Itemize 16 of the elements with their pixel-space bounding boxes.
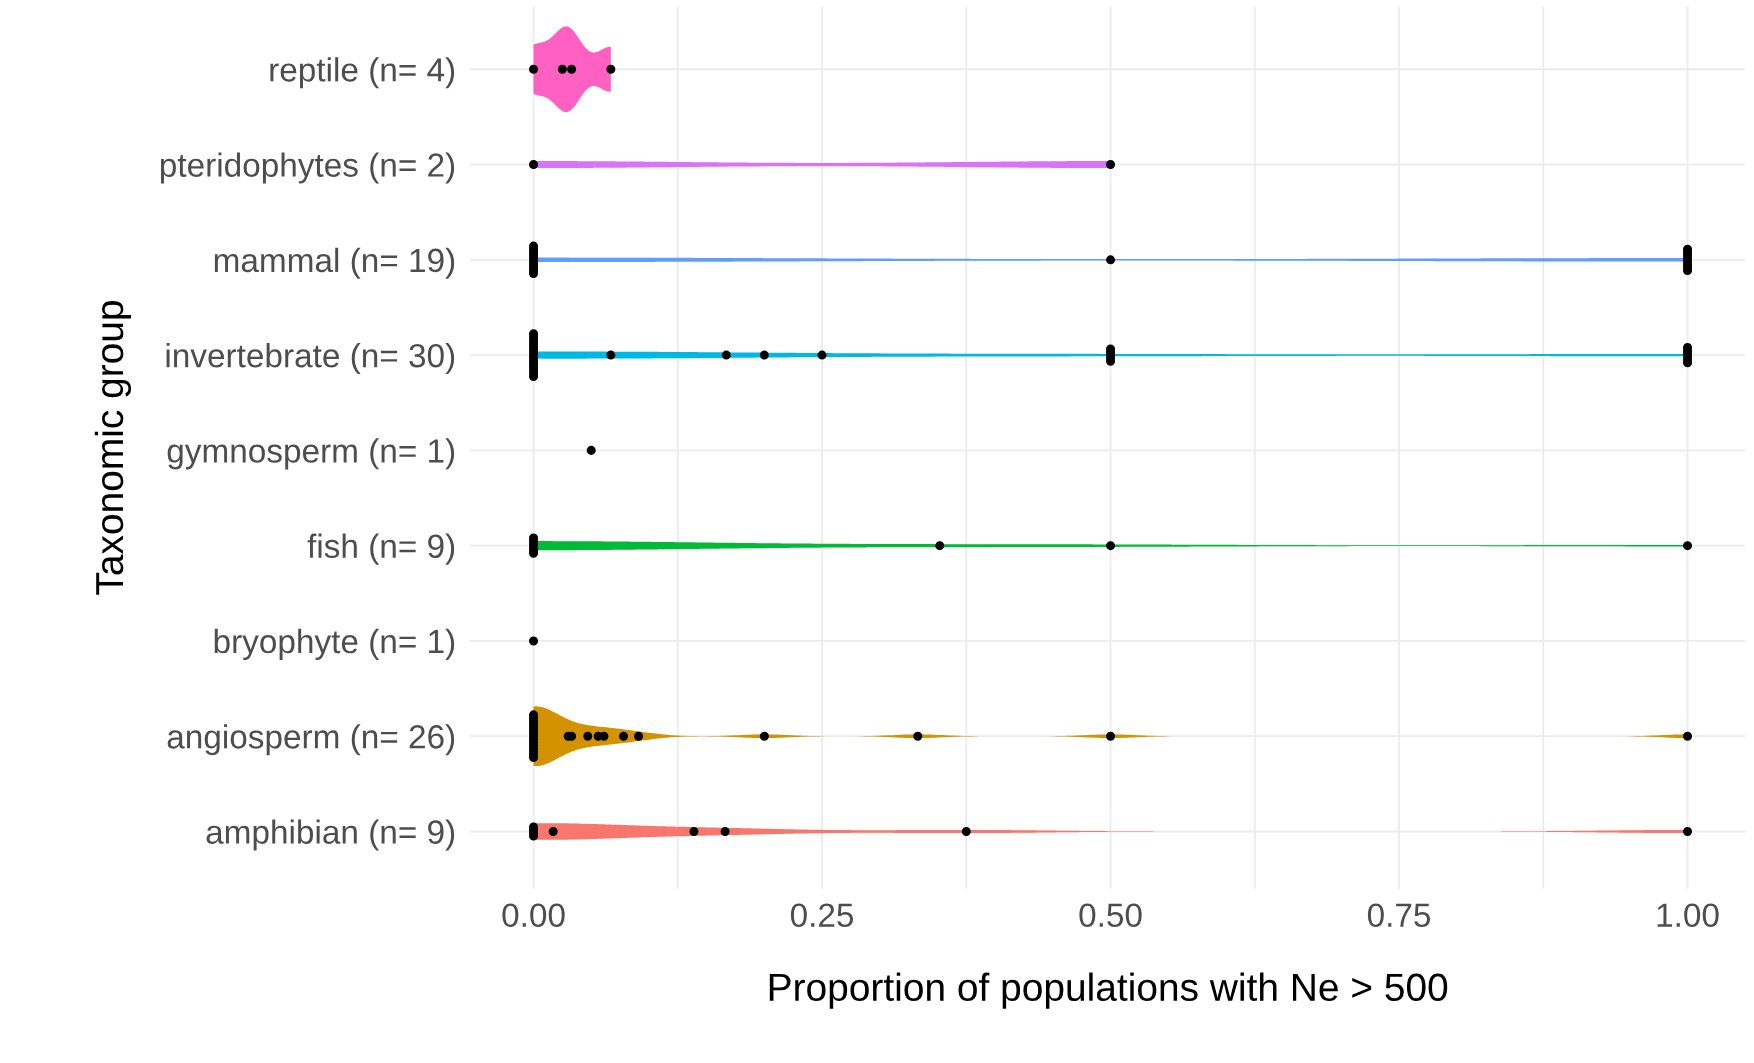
x-tick-label: 0.75 [1367, 903, 1431, 928]
x-axis-title: Proportion of populations with Ne > 500 [769, 972, 1448, 1009]
x-tick-label: 0.50 [1079, 903, 1142, 928]
y-tick-label: gymnosperm (n= 1) [167, 438, 455, 470]
y-tick-label: pteridophytes (n= 2) [160, 152, 455, 184]
y-tick-label: bryophyte (n= 1) [214, 628, 455, 660]
y-tick-label: invertebrate (n= 30) [166, 343, 455, 375]
x-tick-label: 0.00 [502, 903, 565, 928]
y-tick-label: mammal (n= 19) [214, 247, 455, 279]
y-tick-label: amphibian (n= 9) [206, 819, 455, 851]
x-tick-label: 0.25 [790, 903, 854, 928]
y-axis-title: Taxonomic group [94, 301, 132, 595]
x-tick-label: 1.00 [1657, 903, 1719, 928]
y-tick-label: reptile (n= 4) [270, 57, 455, 89]
y-tick-label: fish (n= 9) [307, 533, 455, 565]
y-tick-label: angiosperm (n= 26) [167, 724, 455, 756]
